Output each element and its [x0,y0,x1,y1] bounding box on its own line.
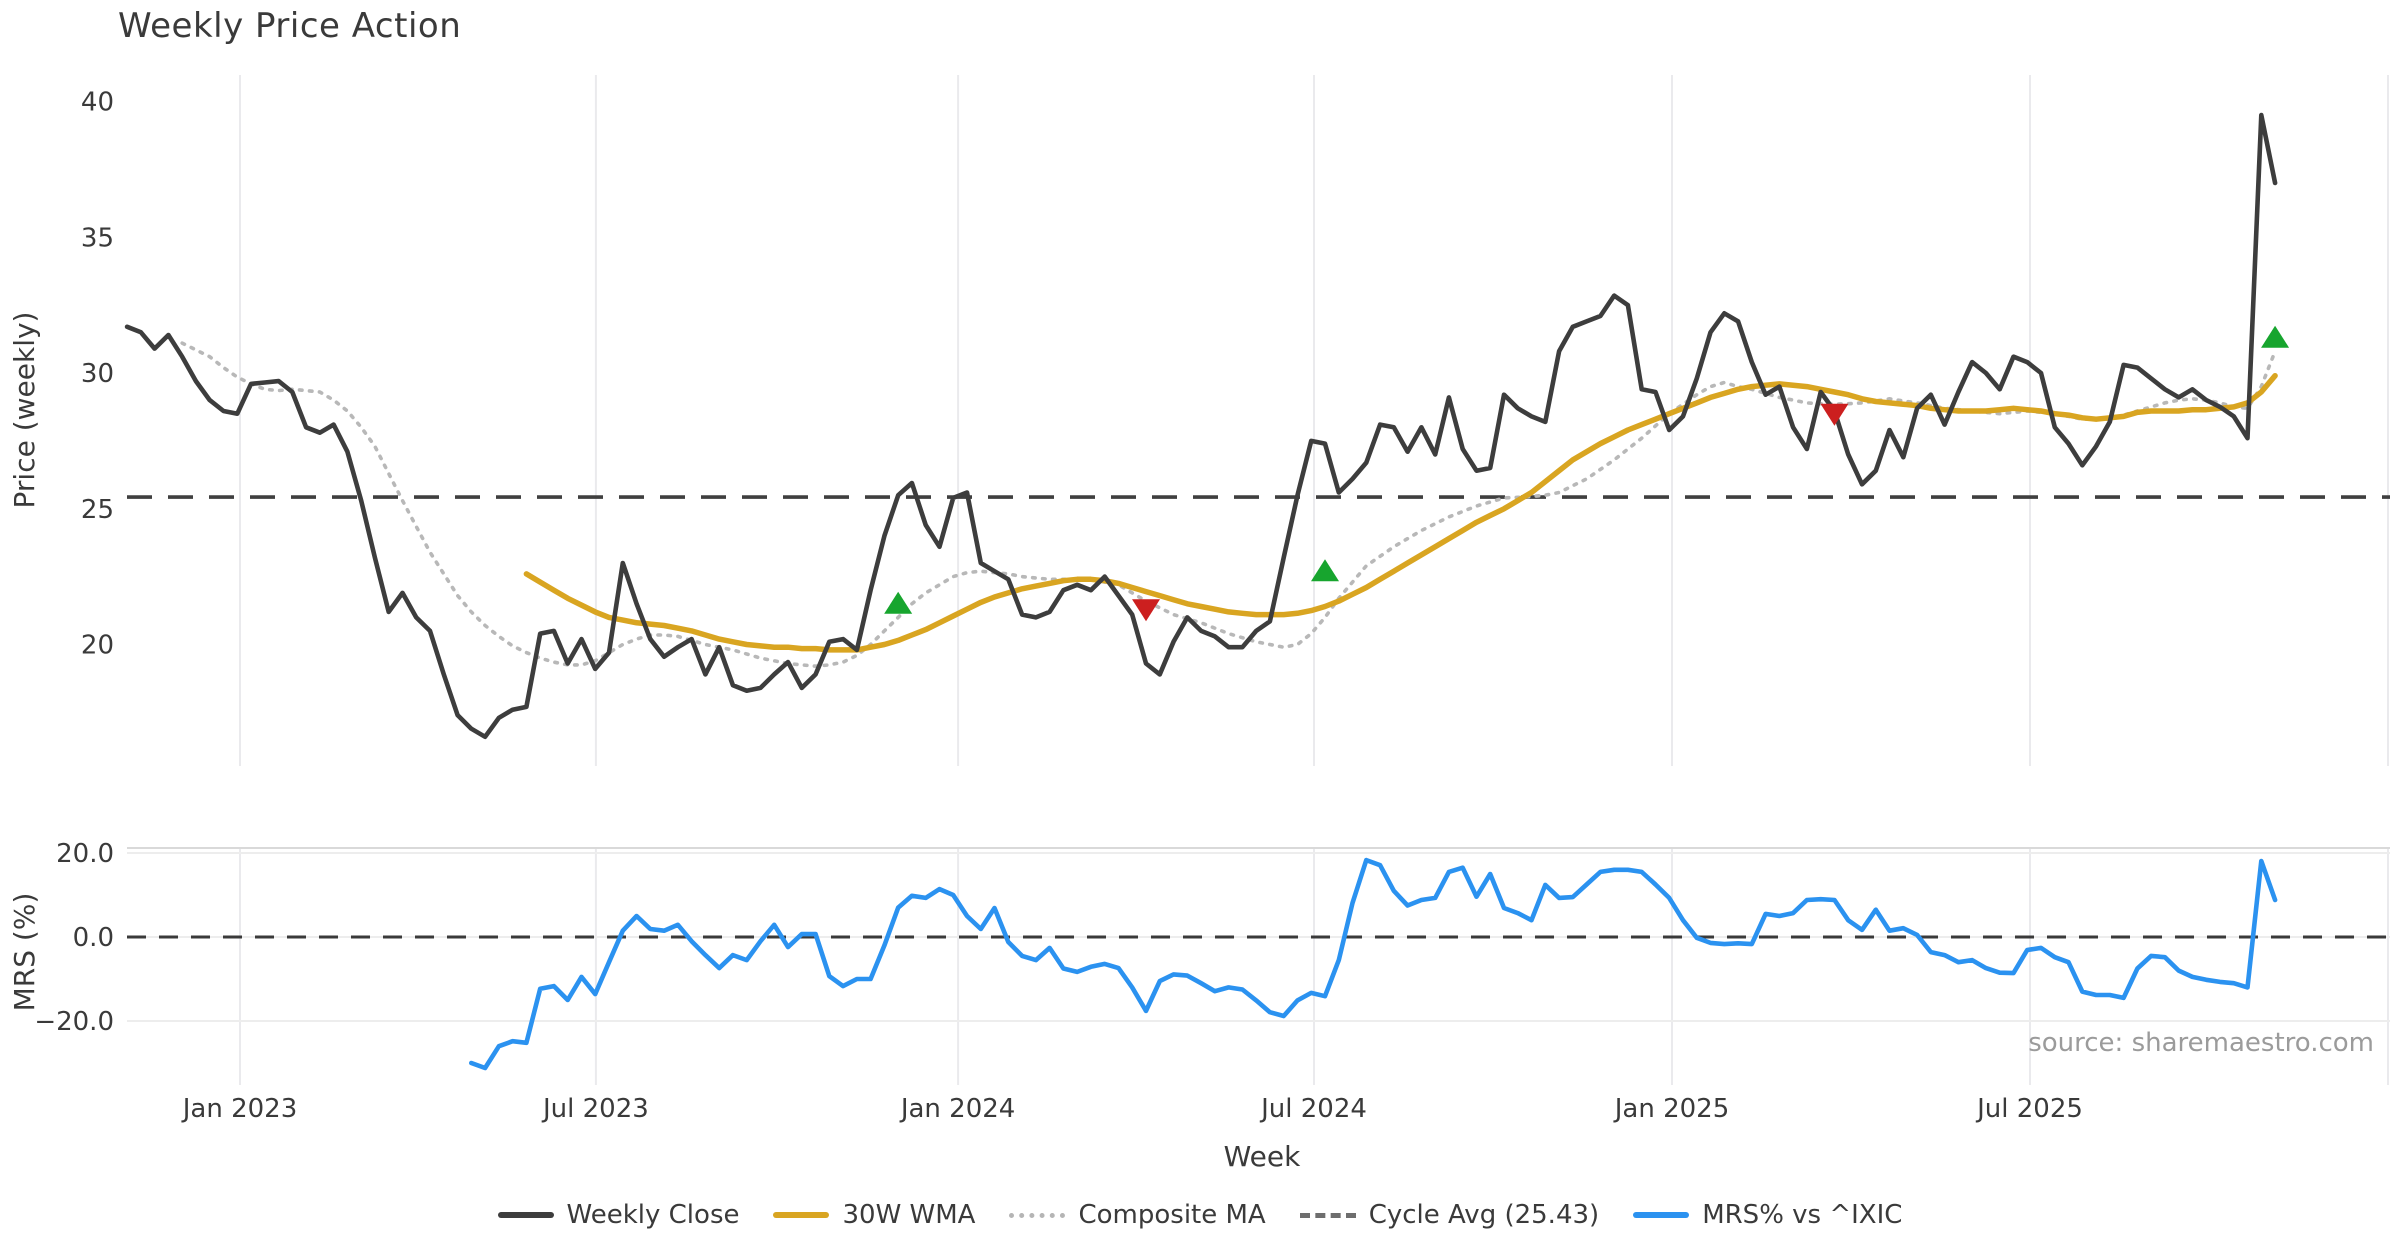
mrs-y-tick-label: 0.0 [73,923,114,953]
weekly-close-line [124,112,2278,740]
legend-label: Cycle Avg (25.43) [1368,1200,1600,1230]
legend-swatch-solid-icon [497,1212,554,1218]
legend-item-cycle-avg-25-43-: Cycle Avg (25.43) [1299,1200,1600,1230]
price-y-tick-label: 20 [81,631,114,661]
legend-item-weekly-close: Weekly Close [497,1200,740,1230]
price-axis-label: Price (weekly) [8,312,41,509]
sell-marker-icon [1820,403,1849,426]
buy-marker-icon [1311,559,1340,582]
x-tick-label: Jan 2024 [899,1094,1016,1124]
price-y-tick-label: 40 [81,88,114,118]
x-tick-label: Jul 2024 [1259,1094,1367,1124]
legend-label: Composite MA [1078,1200,1266,1230]
buy-marker-icon [2261,325,2290,348]
mrs-line [468,857,2278,1071]
legend-item-mrs-vs-ixic: MRS% vs ^IXIC [1633,1200,1902,1230]
x-tick-label: Jan 2025 [1613,1094,1730,1124]
x-tick-label: Jul 2025 [1975,1094,2083,1124]
x-tick-label: Jul 2023 [541,1094,649,1124]
legend: Weekly Close 30W WMA Composite MA Cycle Avg… [0,1200,2400,1230]
sell-marker-icon [1132,599,1161,622]
mrs-y-tick-label: 20.0 [56,839,114,869]
mrs-y-tick-label: −20.0 [34,1007,114,1037]
legend-swatch-solid-icon [1633,1212,1690,1218]
source-note: source: sharemaestro.com [2028,1028,2374,1058]
wma-line [523,372,2278,653]
buy-marker-icon [884,591,913,614]
x-tick-label: Jan 2023 [181,1094,298,1124]
x-axis-label: Week [1224,1140,1301,1173]
mrs-axis-label: MRS (%) [8,893,41,1012]
price-y-tick-label: 35 [81,223,114,253]
legend-item-30w-wma: 30W WMA [773,1200,975,1230]
price-y-tick-label: 25 [81,495,114,525]
legend-label: MRS% vs ^IXIC [1702,1200,1903,1230]
legend-swatch-dotted-icon [1009,1212,1066,1218]
price-y-tick-label: 30 [81,359,114,389]
composite-ma-line [180,341,2277,669]
legend-label: Weekly Close [566,1200,740,1230]
legend-item-composite-ma: Composite MA [1009,1200,1266,1230]
legend-swatch-dashed-icon [1299,1212,1356,1218]
chart-title: Weekly Price Action [118,6,462,46]
legend-swatch-solid-icon [773,1212,830,1218]
legend-label: 30W WMA [842,1200,976,1230]
